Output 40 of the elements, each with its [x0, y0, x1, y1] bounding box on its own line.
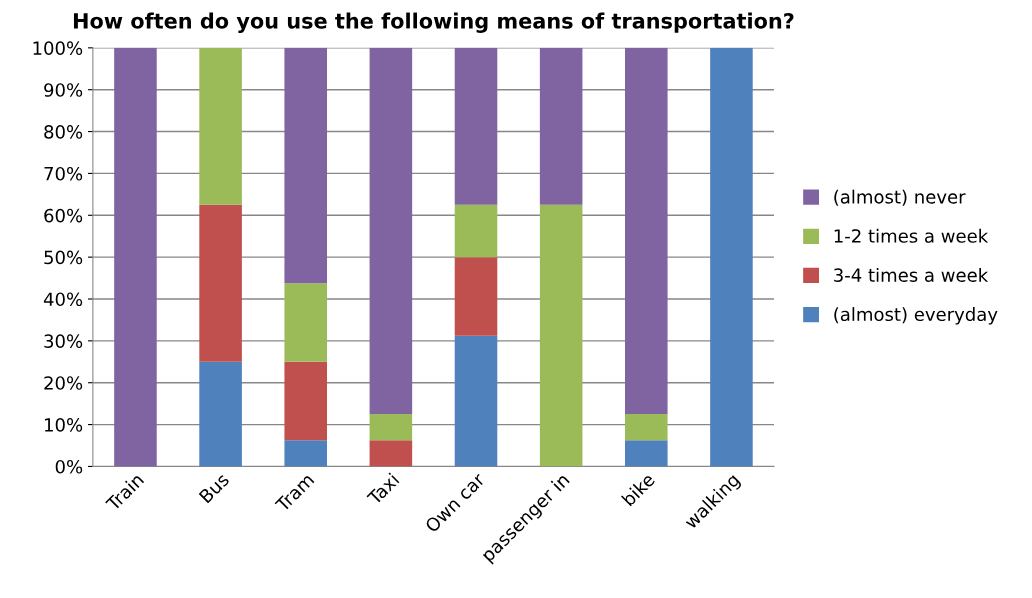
bar [369, 47, 413, 415]
chart-title: How often do you use the following means of transportation? [73, 12, 794, 33]
bar [454, 335, 498, 467]
bar [284, 361, 328, 441]
legend-label: 1-2 times a week [834, 228, 989, 243]
bar [454, 257, 498, 336]
bar [625, 47, 668, 415]
bar [199, 361, 242, 467]
bar [625, 440, 668, 467]
y-tick-label: 80% [44, 125, 83, 139]
y-tick-label: 70% [44, 166, 83, 181]
y-tick-label: 90% [44, 83, 83, 97]
bar [625, 414, 668, 441]
bar [199, 47, 242, 205]
legend-label: 3-4 times a week [834, 267, 989, 282]
y-tick-label: 20% [44, 376, 83, 390]
x-tick-label: Taxi [366, 472, 400, 506]
y-tick-label: 100% [33, 41, 83, 55]
x-tick-label: Bus [198, 472, 230, 504]
bar [710, 47, 753, 467]
y-tick-label: 60% [44, 208, 83, 223]
legend-label: (almost) never [834, 189, 966, 206]
bar [114, 47, 157, 467]
bar [369, 440, 413, 467]
y-tick-label: 40% [43, 292, 83, 307]
y-tick-label: 0% [55, 459, 83, 474]
legend-label: (almost) everyday [834, 307, 998, 325]
bar [539, 204, 583, 467]
bar [284, 283, 328, 362]
y-tick-label: 30% [44, 334, 83, 348]
y-tick-label: 10% [45, 418, 83, 432]
bar [454, 47, 498, 205]
bar [369, 414, 413, 441]
bar [539, 47, 583, 205]
bar [199, 204, 242, 362]
bar [284, 47, 328, 284]
y-tick-label: 50% [44, 250, 83, 265]
bar [454, 204, 498, 258]
bar [284, 440, 328, 467]
x-tick-label: bike [621, 471, 656, 507]
